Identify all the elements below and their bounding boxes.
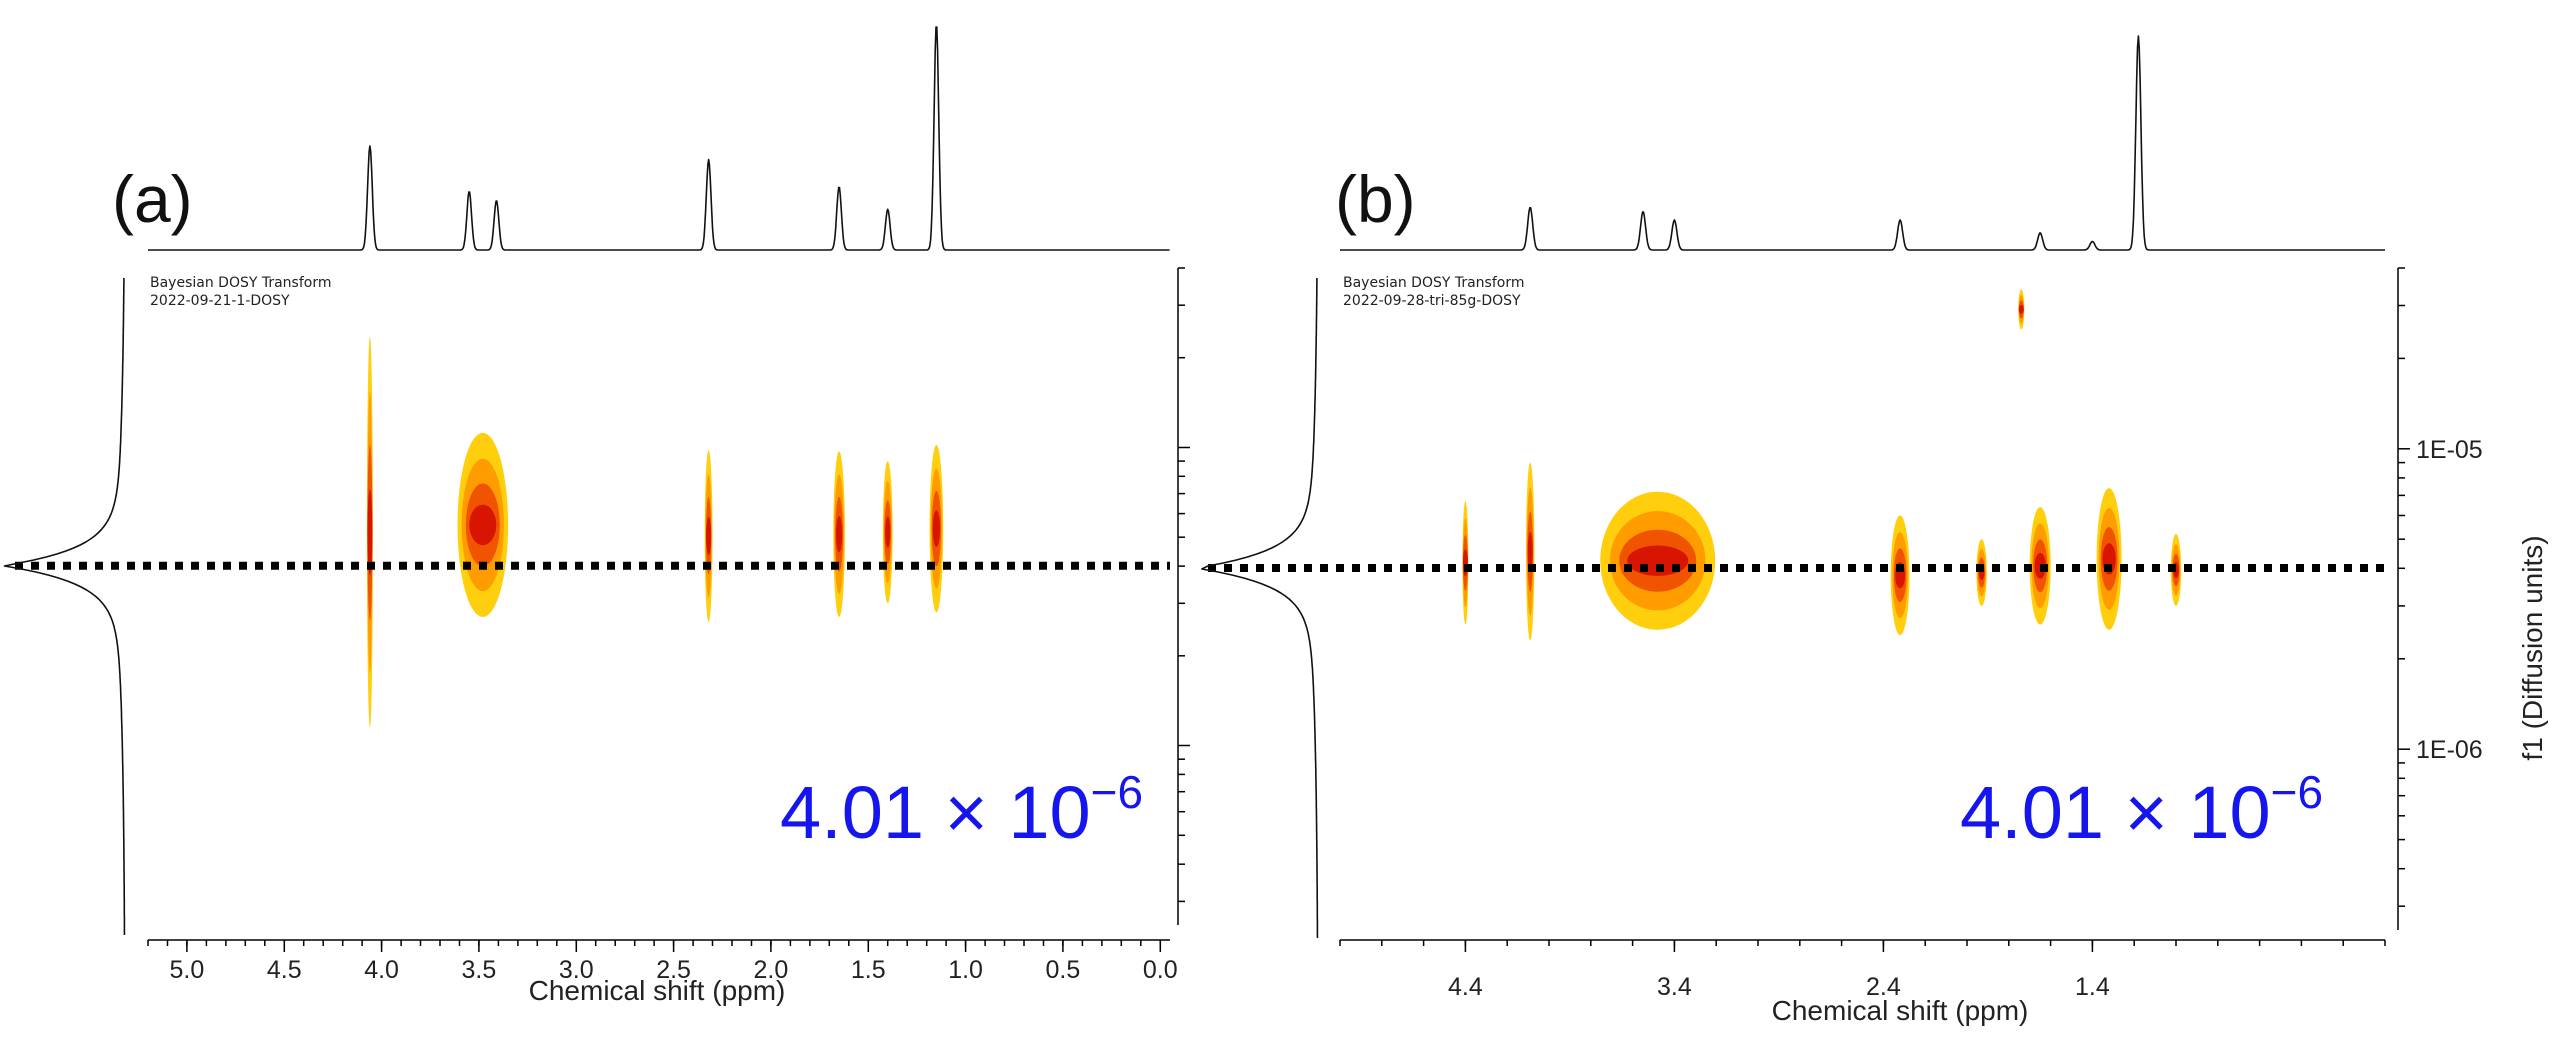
contour-cluster (1890, 515, 1910, 635)
panel-a-diffusion-annotation: 4.01 × 10−6 (780, 766, 1143, 854)
x-tick-label: 1.5 (851, 956, 886, 984)
contour-level (836, 516, 843, 553)
panel-a-x-axis-title: Chemical shift (ppm) (529, 975, 786, 1006)
panel-b-label: (b) (1335, 162, 1416, 236)
x-tick-label: 1.0 (948, 956, 983, 984)
contour-cluster (929, 444, 944, 613)
panel-b-annotation-base: 4.01 × 10 (1960, 771, 2271, 854)
panel-a: (a) Bayesian DOSY Transform 2022-09-21-1… (3, 26, 1190, 1006)
contour-level (2018, 304, 2024, 314)
panel-b-diffusion-annotation: 4.01 × 10−6 (1960, 766, 2323, 854)
y-tick-label: 1E-06 (2416, 736, 2483, 764)
x-tick-label: 3.5 (462, 956, 497, 984)
contour-level (367, 489, 373, 576)
x-tick-label: 0.5 (1046, 956, 1081, 984)
x-tick-label: 4.4 (1448, 973, 1483, 1001)
diffusion-projection-trace (1201, 278, 1319, 939)
contour-level (885, 516, 891, 548)
contour-level (932, 510, 941, 547)
contour-cluster (2018, 289, 2025, 330)
panel-a-info-title: Bayesian DOSY Transform (150, 275, 332, 291)
x-tick-label: 0.0 (1143, 956, 1178, 984)
contour-level (706, 517, 712, 555)
panel-b: (b) Bayesian DOSY Transform 2022-09-28-t… (1201, 35, 2548, 1026)
contour-level (469, 504, 497, 546)
contour-cluster (457, 432, 509, 617)
panel-b-annotation-exponent: −6 (2271, 766, 2323, 818)
contour-cluster (366, 336, 373, 728)
x-tick-label: 2.5 (656, 956, 691, 984)
contour-cluster (1976, 539, 1987, 606)
panel-a-label: (a) (112, 162, 193, 236)
proton-spectrum-trace (148, 26, 1170, 251)
y-tick-label: 1E-05 (2416, 436, 2483, 464)
x-tick-label: 3.4 (1657, 973, 1692, 1001)
x-tick-label: 4.0 (364, 956, 399, 984)
contour-cluster (704, 450, 713, 622)
contour-cluster (2096, 488, 2122, 630)
contour-cluster (1600, 491, 1716, 630)
x-tick-label: 5.0 (170, 956, 205, 984)
panel-b-y-axis-title: f1 (Diffusion units) (2517, 535, 2548, 760)
x-tick-label: 2.0 (754, 956, 789, 984)
panel-a-info-file: 2022-09-21-1-DOSY (150, 293, 290, 309)
contour-level (1462, 549, 1468, 577)
x-tick-label: 2.4 (1866, 973, 1901, 1001)
contour-cluster (833, 451, 845, 617)
panel-b-x-axis-title: Chemical shift (ppm) (1772, 995, 2029, 1026)
contour-cluster (882, 461, 893, 604)
panel-a-annotation-base: 4.01 × 10 (780, 771, 1091, 854)
proton-spectrum-trace (1340, 35, 2385, 251)
x-tick-label: 1.4 (2075, 973, 2110, 1001)
contour-cluster (1526, 462, 1535, 641)
panel-b-info-file: 2022-09-28-tri-85g-DOSY (1343, 293, 1521, 309)
diffusion-projection-trace (3, 278, 126, 935)
panel-b-info-title: Bayesian DOSY Transform (1343, 275, 1525, 291)
x-tick-label: 4.5 (267, 956, 302, 984)
x-tick-label: 3.0 (559, 956, 594, 984)
contour-level (1527, 531, 1533, 572)
panel-a-annotation-exponent: −6 (1091, 766, 1143, 818)
contour-cluster (1462, 501, 1469, 625)
